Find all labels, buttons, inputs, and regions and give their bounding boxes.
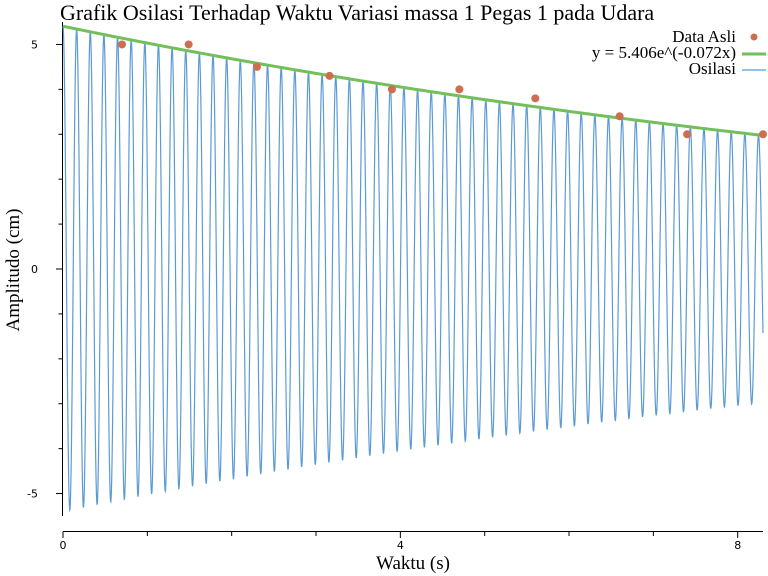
legend-marker [750, 33, 758, 41]
series-oscillation [62, 26, 764, 513]
legend-label: Data Asli [672, 27, 736, 46]
data-point [615, 112, 624, 121]
y-axis-label: Amplitudo (cm) [3, 209, 24, 332]
data-point [252, 62, 261, 71]
plot-area [62, 24, 767, 513]
x-tick-label: 0 [60, 539, 67, 552]
data-point [683, 130, 692, 139]
x-tick-label: 4 [397, 539, 404, 552]
data-point [184, 40, 193, 49]
data-point [118, 40, 127, 49]
x-tick-label: 8 [734, 539, 741, 552]
legend-label: y = 5.406e^(-0.072x) [592, 43, 736, 62]
chart-title: Grafik Osilasi Terhadap Waktu Variasi ma… [60, 0, 654, 25]
data-point [325, 71, 334, 80]
data-point [759, 130, 767, 139]
x-axis-label: Waktu (s) [376, 553, 450, 574]
y-tick-label: 5 [31, 38, 38, 51]
data-point [531, 94, 540, 103]
data-point [455, 85, 464, 94]
data-point [387, 85, 396, 94]
y-tick-label: 0 [31, 263, 38, 276]
axes: 0 4 8 -5 0 5 [27, 22, 763, 552]
series-fit-line [62, 24, 764, 137]
legend-label: Osilasi [689, 59, 737, 78]
y-tick-label: -5 [27, 488, 38, 501]
